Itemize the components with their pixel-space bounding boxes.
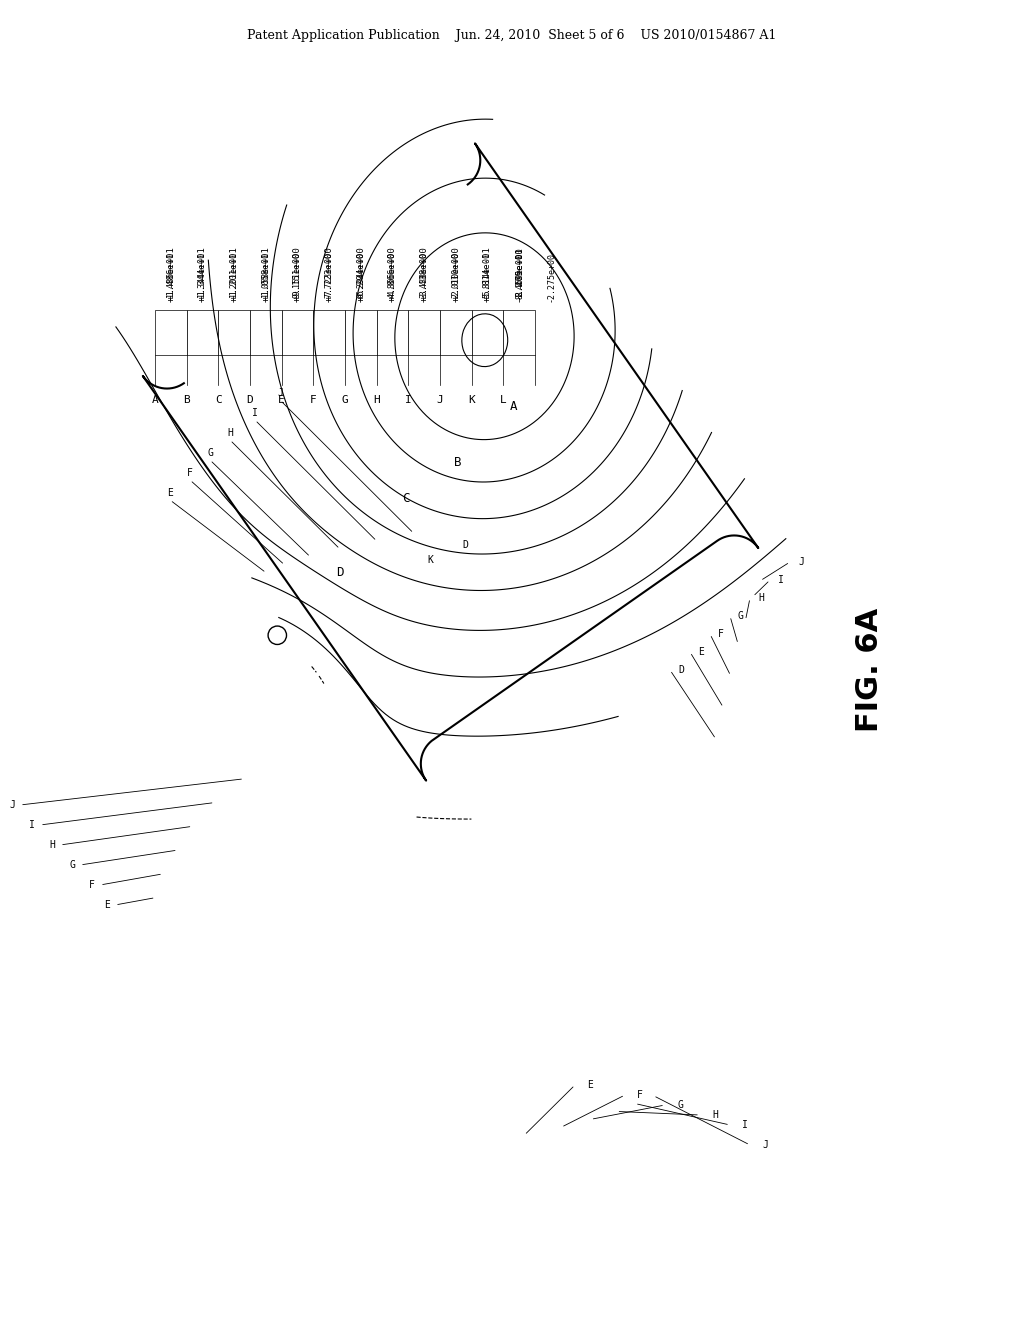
Bar [377,310,409,355]
Text: +2.010e+00: +2.010e+00 [452,247,461,300]
Text: +1.344e+01: +1.344e+01 [198,252,207,302]
Bar [345,310,377,355]
Text: E: E [698,647,703,657]
Text: J: J [798,557,804,568]
Text: K: K [427,554,433,565]
Text: -8.469e-01: -8.469e-01 [515,252,523,302]
Text: E: E [279,395,285,405]
Text: +4.866e+00: +4.866e+00 [388,247,397,300]
Text: I: I [778,576,784,585]
Text: G: G [677,1100,683,1110]
Text: G: G [342,395,348,405]
Text: -2.275e+00: -2.275e+00 [515,247,523,300]
Text: H: H [49,840,55,850]
Text: I: I [29,820,35,830]
Text: C: C [402,492,410,506]
Text: +4.866e+00: +4.866e+00 [388,252,397,302]
Text: +1.201e+01: +1.201e+01 [229,252,239,302]
Text: +6.294e+00: +6.294e+00 [356,247,366,300]
Text: +5.814e-01: +5.814e-01 [483,252,492,302]
Text: A: A [510,400,517,413]
Text: -2.275e+00: -2.275e+00 [547,252,555,302]
Text: J: J [436,395,443,405]
Bar [409,310,440,355]
Text: H: H [712,1110,718,1119]
Text: +1.058e+01: +1.058e+01 [261,252,270,302]
Text: +1.486e+01: +1.486e+01 [166,252,175,302]
Text: L: L [500,395,507,405]
Bar [282,310,313,355]
Bar [472,310,504,355]
Text: H: H [227,428,232,438]
Text: I: I [404,395,412,405]
Text: H: H [758,593,764,603]
Text: F: F [637,1090,643,1100]
Text: J: J [9,800,15,810]
Text: B: B [183,395,190,405]
Text: D: D [462,540,468,550]
Bar [504,310,535,355]
Text: +1.486e+01: +1.486e+01 [166,247,175,300]
Text: +5.814e-01: +5.814e-01 [483,247,492,300]
Text: +1.201e+01: +1.201e+01 [229,247,239,300]
Text: -8.469e-01: -8.469e-01 [515,247,523,300]
Bar [440,310,472,355]
Bar [250,310,282,355]
Text: F: F [89,880,95,890]
Text: +1.058e+01: +1.058e+01 [261,247,270,300]
Text: +7.723e+00: +7.723e+00 [325,247,334,300]
Text: E: E [587,1080,593,1090]
Bar [186,310,218,355]
Text: I: I [252,408,258,418]
Text: +3.438e+00: +3.438e+00 [420,247,429,300]
Text: D: D [678,665,684,675]
Text: J: J [762,1140,768,1150]
Text: K: K [468,395,475,405]
Text: I: I [742,1119,748,1130]
Text: A: A [152,395,159,405]
Text: F: F [310,395,316,405]
Text: +1.344e+01: +1.344e+01 [198,247,207,300]
Text: G: G [70,861,75,870]
Text: +9.151e+00: +9.151e+00 [293,247,302,300]
Text: E: E [167,488,173,498]
Text: +6.294e+00: +6.294e+00 [356,252,366,302]
Text: C: C [215,395,222,405]
Text: D: D [247,395,253,405]
Text: F: F [187,469,193,478]
Text: G: G [207,447,213,458]
Bar [218,310,250,355]
Text: Patent Application Publication    Jun. 24, 2010  Sheet 5 of 6    US 2010/0154867: Patent Application Publication Jun. 24, … [248,29,776,41]
Text: +7.723e+00: +7.723e+00 [325,252,334,302]
Text: F: F [718,630,724,639]
Text: H: H [374,395,380,405]
Text: FIG. 6A: FIG. 6A [855,609,885,733]
Text: B: B [455,455,462,469]
Text: +2.010e+00: +2.010e+00 [452,252,461,302]
Bar [155,310,186,355]
Text: J: J [278,388,283,399]
Text: +3.438e+00: +3.438e+00 [420,252,429,302]
Text: D: D [336,566,344,579]
Bar [313,310,345,355]
Text: +9.151e+00: +9.151e+00 [293,252,302,302]
Text: E: E [104,900,110,909]
Text: G: G [738,611,743,620]
